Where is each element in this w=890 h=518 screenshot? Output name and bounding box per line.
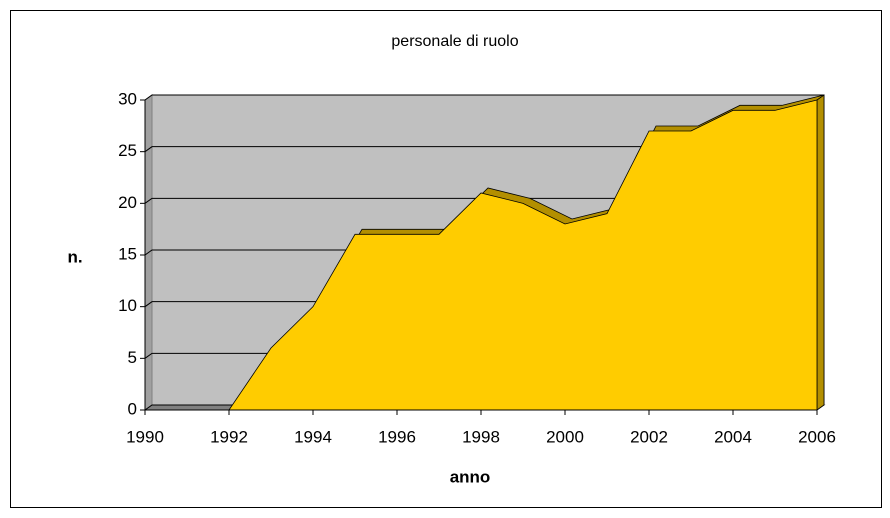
y-tick-label: 15 <box>118 244 137 263</box>
y-axis-label: n. <box>67 247 82 266</box>
grid-line <box>144 94 824 101</box>
x-tick-label: 1998 <box>462 427 500 446</box>
grid-line <box>144 197 824 204</box>
x-tick-label: 2002 <box>630 427 668 446</box>
y-tick-label: 20 <box>118 193 137 212</box>
x-tick-label: 1992 <box>210 427 248 446</box>
grid-line <box>144 146 824 153</box>
x-tick-label: 1996 <box>378 427 416 446</box>
area <box>145 99 818 411</box>
x-tick-label: 2004 <box>714 427 752 446</box>
x-tick-label: 1990 <box>126 427 164 446</box>
x-tick-label: 1994 <box>294 427 332 446</box>
y-tick-label: 0 <box>128 399 137 418</box>
x-tick-label: 2006 <box>798 427 836 446</box>
y-tick-label: 25 <box>118 141 137 160</box>
x-tick-label: 2000 <box>546 427 584 446</box>
y-tick-label: 5 <box>128 348 137 367</box>
y-tick-label: 30 <box>118 89 137 108</box>
y-tick-label: 10 <box>118 296 137 315</box>
x-axis-label: anno <box>450 467 491 486</box>
chart-title: personale di ruolo <box>391 33 518 50</box>
area-side <box>816 94 825 411</box>
